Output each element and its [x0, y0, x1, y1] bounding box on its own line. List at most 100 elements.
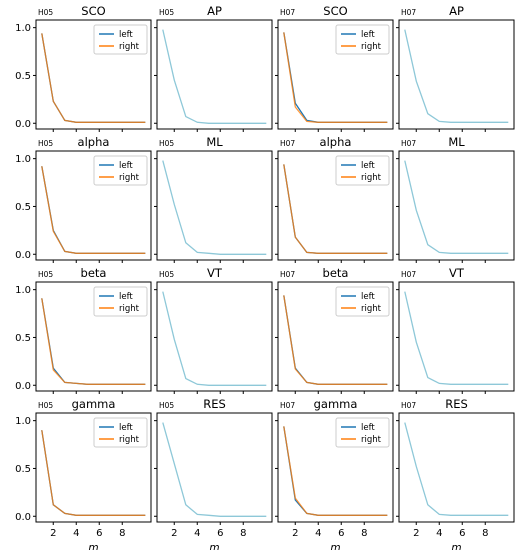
plot-frame: [35, 150, 152, 261]
panel-h05-ml: H05 ML: [154, 135, 273, 263]
panel-tag: H05: [159, 401, 174, 410]
panel-title: ML: [448, 135, 465, 149]
x-tick-label: 2: [292, 528, 298, 539]
series-line-right: [41, 430, 146, 516]
plot-frame: [398, 412, 515, 523]
series-line-value: [404, 29, 509, 123]
series-line-value: [162, 422, 267, 517]
plot-frame: [277, 412, 394, 523]
panel-h05-vt: H05 VT: [154, 266, 273, 394]
legend-label-left: left: [119, 30, 133, 40]
series-line-right: [283, 295, 388, 385]
series-line-value: [162, 291, 267, 386]
panel-h05-sco: H05 SCO 0.0 0.5 1.0 left right: [15, 4, 152, 132]
legend-label-right: right: [119, 173, 140, 183]
series-line-value: [404, 422, 509, 516]
panel-title: beta: [81, 266, 107, 280]
panel-h07-beta: H07 beta left right: [275, 266, 394, 394]
panel-h07-sco: H07 SCO left right: [275, 4, 394, 132]
panel-title: RES: [203, 397, 226, 411]
x-axis-label: m: [451, 542, 461, 550]
legend-label-right: right: [119, 435, 140, 445]
legend-label-left: left: [119, 292, 133, 302]
x-tick-label: 6: [217, 528, 223, 539]
legend-label-right: right: [361, 173, 382, 183]
series-line-right: [283, 32, 388, 123]
x-tick-label: 6: [96, 528, 102, 539]
panel-title: AP: [207, 4, 222, 18]
legend-label-left: left: [119, 161, 133, 171]
legend-label-left: left: [119, 423, 133, 433]
legend-label-left: left: [361, 292, 375, 302]
plot-frame: [277, 150, 394, 261]
x-tick-label: 4: [194, 528, 200, 539]
panel-tag: H07: [401, 270, 416, 279]
x-tick-label: 8: [119, 528, 125, 539]
y-tick-label: 0.5: [15, 464, 31, 475]
y-tick-label: 1.0: [15, 285, 31, 296]
panel-tag: H05: [38, 270, 53, 279]
legend: left right: [93, 286, 148, 317]
panel-h07-gamma: H07 gamma 2 4 6 8 m left right: [275, 397, 394, 550]
legend: left right: [335, 24, 390, 55]
x-tick-label: 4: [436, 528, 442, 539]
x-tick-label: 8: [482, 528, 488, 539]
plot-frame: [398, 281, 515, 392]
panel-h07-alpha: H07 alpha left right: [275, 135, 394, 263]
x-axis-label: m: [209, 542, 219, 550]
panel-title: alpha: [320, 135, 352, 149]
series-line-value: [162, 160, 267, 255]
panel-tag: H07: [401, 8, 416, 17]
plot-frame: [277, 281, 394, 392]
x-axis-label: m: [330, 542, 340, 550]
plot-frame: [156, 281, 273, 392]
legend-label-left: left: [361, 30, 375, 40]
y-tick-label: 0.0: [15, 512, 31, 523]
panel-title: alpha: [78, 135, 110, 149]
legend-label-right: right: [119, 42, 140, 52]
series-line-value: [162, 29, 267, 124]
x-axis-label: m: [88, 542, 98, 550]
legend-label-right: right: [119, 304, 140, 314]
panel-tag: H07: [401, 401, 416, 410]
legend-label-right: right: [361, 304, 382, 314]
x-tick-label: 4: [73, 528, 79, 539]
panel-tag: H05: [159, 139, 174, 148]
panel-h05-beta: H05 beta 0.0 0.5 1.0 left right: [15, 266, 152, 394]
series-line-value: [404, 160, 509, 254]
legend: left right: [335, 417, 390, 448]
y-tick-label: 0.5: [15, 202, 31, 213]
panel-h05-gamma: H05 gamma 0.0 0.5 1.0 2 4 6 8 m left right: [15, 397, 152, 550]
panel-title: AP: [449, 4, 464, 18]
x-tick-label: 2: [171, 528, 177, 539]
legend: left right: [335, 155, 390, 186]
panel-title: SCO: [81, 4, 105, 18]
y-tick-label: 0.5: [15, 71, 31, 82]
panel-h07-ap: H07 AP: [396, 4, 515, 132]
legend-label-left: left: [361, 423, 375, 433]
legend-label-right: right: [361, 435, 382, 445]
series-line-right: [41, 33, 146, 123]
legend: left right: [93, 155, 148, 186]
y-tick-label: 0.0: [15, 381, 31, 392]
y-tick-label: 0.0: [15, 250, 31, 261]
series-line-right: [283, 426, 388, 516]
x-tick-label: 8: [240, 528, 246, 539]
series-line-right: [41, 166, 146, 254]
panel-tag: H05: [38, 8, 53, 17]
panel-title: ML: [206, 135, 223, 149]
x-tick-label: 4: [315, 528, 321, 539]
plot-frame: [277, 19, 394, 130]
x-tick-label: 2: [50, 528, 56, 539]
x-tick-label: 8: [361, 528, 367, 539]
x-tick-label: 2: [413, 528, 419, 539]
plot-frame: [35, 281, 152, 392]
series-line-value: [404, 291, 509, 385]
panel-title: VT: [207, 266, 223, 280]
panel-h07-res: H07 RES 2 4 6 8 m: [396, 397, 515, 550]
plot-frame: [35, 19, 152, 130]
y-tick-label: 1.0: [15, 23, 31, 34]
plot-frame: [398, 19, 515, 130]
y-tick-label: 0.0: [15, 119, 31, 130]
